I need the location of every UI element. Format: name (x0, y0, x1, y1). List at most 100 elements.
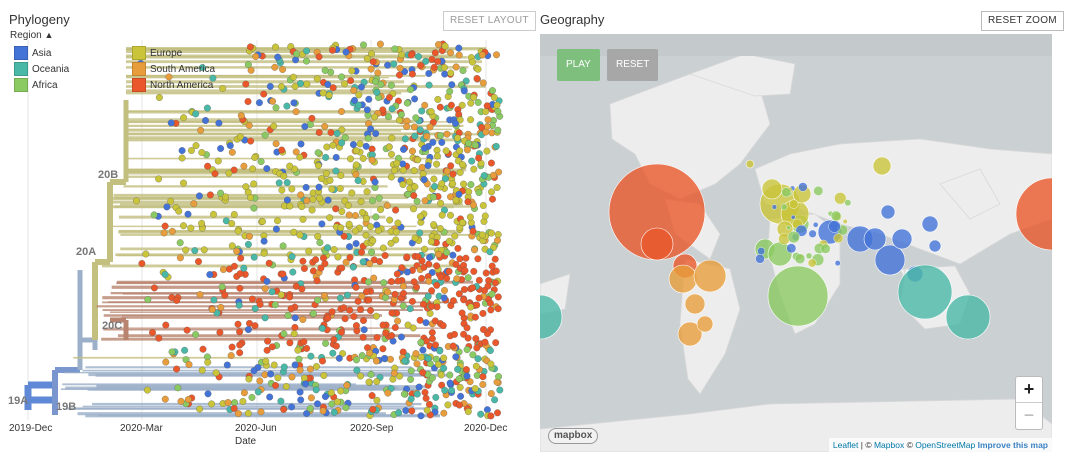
tree-tip[interactable] (463, 346, 471, 354)
tree-tip[interactable] (475, 294, 483, 302)
tree-tip[interactable] (473, 371, 481, 379)
tree-tip[interactable] (288, 253, 296, 261)
tree-tip[interactable] (416, 126, 424, 134)
tree-tip[interactable] (291, 361, 299, 369)
map-bubble[interactable] (820, 243, 831, 254)
tree-tip[interactable] (357, 83, 365, 91)
tree-tip[interactable] (411, 183, 419, 191)
tree-tip[interactable] (441, 175, 449, 183)
tree-tip[interactable] (372, 213, 380, 221)
tree-tip[interactable] (488, 290, 496, 298)
reset-layout-button[interactable]: RESET LAYOUT (443, 11, 536, 31)
tree-tip[interactable] (162, 358, 170, 366)
tree-tip[interactable] (369, 197, 377, 205)
tree-tip[interactable] (272, 43, 279, 51)
tree-tip[interactable] (437, 273, 445, 281)
tree-tip[interactable] (352, 240, 360, 248)
tree-tip[interactable] (350, 313, 358, 320)
tree-tip[interactable] (458, 219, 466, 226)
tree-tip[interactable] (297, 80, 304, 87)
tree-tip[interactable] (314, 400, 321, 408)
tree-tip[interactable] (235, 301, 243, 309)
map-bubble[interactable] (834, 260, 841, 267)
tree-tip[interactable] (264, 337, 272, 345)
tree-tip[interactable] (479, 202, 487, 209)
tree-tip[interactable] (392, 236, 400, 244)
tree-tip[interactable] (388, 150, 395, 158)
tree-tip[interactable] (256, 377, 264, 385)
tree-tip[interactable] (474, 255, 482, 263)
tree-tip[interactable] (322, 170, 330, 178)
tree-tip[interactable] (208, 400, 216, 408)
tree-tip[interactable] (431, 317, 439, 325)
tree-tip[interactable] (368, 392, 376, 400)
tree-tip[interactable] (413, 197, 421, 205)
tree-tip[interactable] (418, 257, 426, 265)
map-bubble[interactable] (863, 227, 887, 251)
tree-tip[interactable] (489, 171, 497, 179)
tree-tip[interactable] (309, 195, 317, 203)
tree-tip[interactable] (215, 119, 223, 127)
tree-tip[interactable] (266, 82, 274, 90)
tree-tip[interactable] (367, 65, 375, 73)
tree-tip[interactable] (494, 107, 502, 115)
tree-tip[interactable] (487, 159, 495, 167)
tree-tip[interactable] (167, 119, 175, 127)
tree-tip[interactable] (414, 156, 422, 164)
tree-tip[interactable] (441, 64, 448, 72)
tree-tip[interactable] (460, 180, 468, 188)
tree-tip[interactable] (393, 159, 401, 167)
tree-tip[interactable] (486, 347, 494, 354)
tree-tip[interactable] (319, 357, 326, 365)
tree-tip[interactable] (368, 50, 375, 58)
tree-tip[interactable] (357, 372, 364, 380)
tree-tip[interactable] (329, 84, 337, 92)
tree-tip[interactable] (303, 410, 311, 417)
tree-tip[interactable] (470, 201, 477, 209)
tree-tip[interactable] (328, 185, 336, 193)
tree-tip[interactable] (431, 49, 439, 57)
tree-tip[interactable] (231, 399, 239, 407)
tree-tip[interactable] (263, 277, 271, 285)
tree-tip[interactable] (438, 180, 446, 188)
tree-tip[interactable] (437, 199, 445, 207)
tree-tip[interactable] (431, 182, 439, 190)
tree-tip[interactable] (471, 313, 479, 321)
tree-tip[interactable] (445, 267, 453, 275)
tree-tip[interactable] (427, 238, 435, 246)
tree-tip[interactable] (176, 239, 184, 247)
tree-tip[interactable] (242, 183, 250, 191)
tree-tip[interactable] (456, 383, 464, 391)
tree-tip[interactable] (384, 113, 392, 121)
tree-tip[interactable] (384, 288, 392, 296)
map-bubble[interactable] (828, 220, 841, 233)
tree-tip[interactable] (446, 87, 454, 95)
tree-tip[interactable] (452, 63, 460, 71)
tree-tip[interactable] (227, 352, 235, 360)
tree-tip[interactable] (296, 153, 304, 161)
tree-tip[interactable] (417, 338, 425, 346)
tree-tip[interactable] (358, 352, 366, 360)
tree-tip[interactable] (491, 255, 499, 263)
tree-tip[interactable] (198, 366, 206, 374)
tree-tip[interactable] (236, 328, 244, 336)
tree-tip[interactable] (308, 206, 316, 214)
tree-tip[interactable] (413, 283, 420, 291)
tree-tip[interactable] (456, 147, 464, 155)
tree-tip[interactable] (412, 114, 420, 122)
tree-tip[interactable] (373, 378, 381, 386)
tree-tip[interactable] (250, 180, 258, 188)
tree-tip[interactable] (198, 219, 206, 227)
tree-tip[interactable] (163, 203, 171, 211)
map-bubble[interactable] (786, 243, 797, 254)
tree-tip[interactable] (467, 99, 475, 107)
reset-button[interactable]: RESET (607, 49, 659, 81)
tree-tip[interactable] (364, 134, 372, 142)
tree-tip[interactable] (280, 330, 288, 338)
map-bubble[interactable] (771, 204, 778, 210)
tree-tip[interactable] (367, 125, 375, 133)
tree-tip[interactable] (420, 176, 428, 184)
tree-tip[interactable] (385, 143, 393, 151)
tree-tip[interactable] (416, 213, 424, 221)
tree-tip[interactable] (462, 77, 470, 85)
